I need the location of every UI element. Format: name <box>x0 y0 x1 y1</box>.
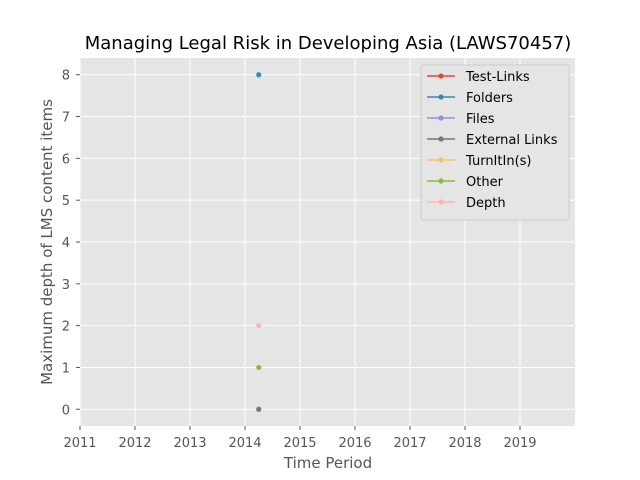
legend-marker <box>438 199 444 205</box>
x-tick-label: 2015 <box>283 436 316 451</box>
x-tick-label: 2018 <box>448 436 481 451</box>
y-tick-label: 5 <box>62 194 70 209</box>
legend-marker <box>438 115 444 121</box>
y-tick-label: 6 <box>62 152 70 167</box>
legend-label: Depth <box>466 196 506 211</box>
data-point <box>256 406 262 412</box>
legend-label: TurnItIn(s) <box>465 154 531 169</box>
x-tick-label: 2017 <box>393 436 426 451</box>
data-point <box>256 323 262 329</box>
y-tick-label: 8 <box>62 69 70 84</box>
y-tick-label: 0 <box>62 403 70 418</box>
legend-label: External Links <box>466 133 558 148</box>
x-tick-label: 2012 <box>118 436 151 451</box>
y-tick-label: 7 <box>62 111 70 126</box>
legend: Test-Links Folders Files External Links Turn… <box>420 64 570 221</box>
legend-box <box>420 64 570 221</box>
y-axis: 0 1 2 3 4 5 6 7 8 <box>62 69 80 418</box>
data-point <box>256 72 262 78</box>
legend-label: Test-Links <box>465 70 530 85</box>
data-point <box>256 364 262 371</box>
y-tick-label: 4 <box>62 236 70 251</box>
x-tick-label: 2014 <box>228 436 261 451</box>
x-tick-label: 2013 <box>173 436 206 451</box>
legend-marker <box>438 73 444 79</box>
x-axis: 2011 2012 2013 2014 2015 2016 2017 2018 2019 <box>63 426 537 451</box>
x-tick-label: 2011 <box>63 436 96 451</box>
y-axis-label: Maximum depth of LMS content items <box>38 99 56 385</box>
legend-marker <box>438 136 444 142</box>
x-axis-label: Time Period <box>283 454 372 472</box>
chart-title: Managing Legal Risk in Developing Asia (… <box>85 33 572 54</box>
legend-label: Folders <box>466 91 513 106</box>
y-tick-label: 2 <box>62 320 70 335</box>
x-tick-label: 2019 <box>503 436 536 451</box>
legend-marker <box>438 94 444 100</box>
x-tick-label: 2016 <box>338 436 371 451</box>
legend-marker <box>438 178 444 184</box>
legend-label: Other <box>466 175 504 190</box>
legend-marker <box>438 157 444 163</box>
y-tick-label: 3 <box>62 278 70 293</box>
data-points <box>256 72 262 412</box>
legend-label: Files <box>466 112 495 127</box>
y-tick-label: 1 <box>62 361 70 376</box>
